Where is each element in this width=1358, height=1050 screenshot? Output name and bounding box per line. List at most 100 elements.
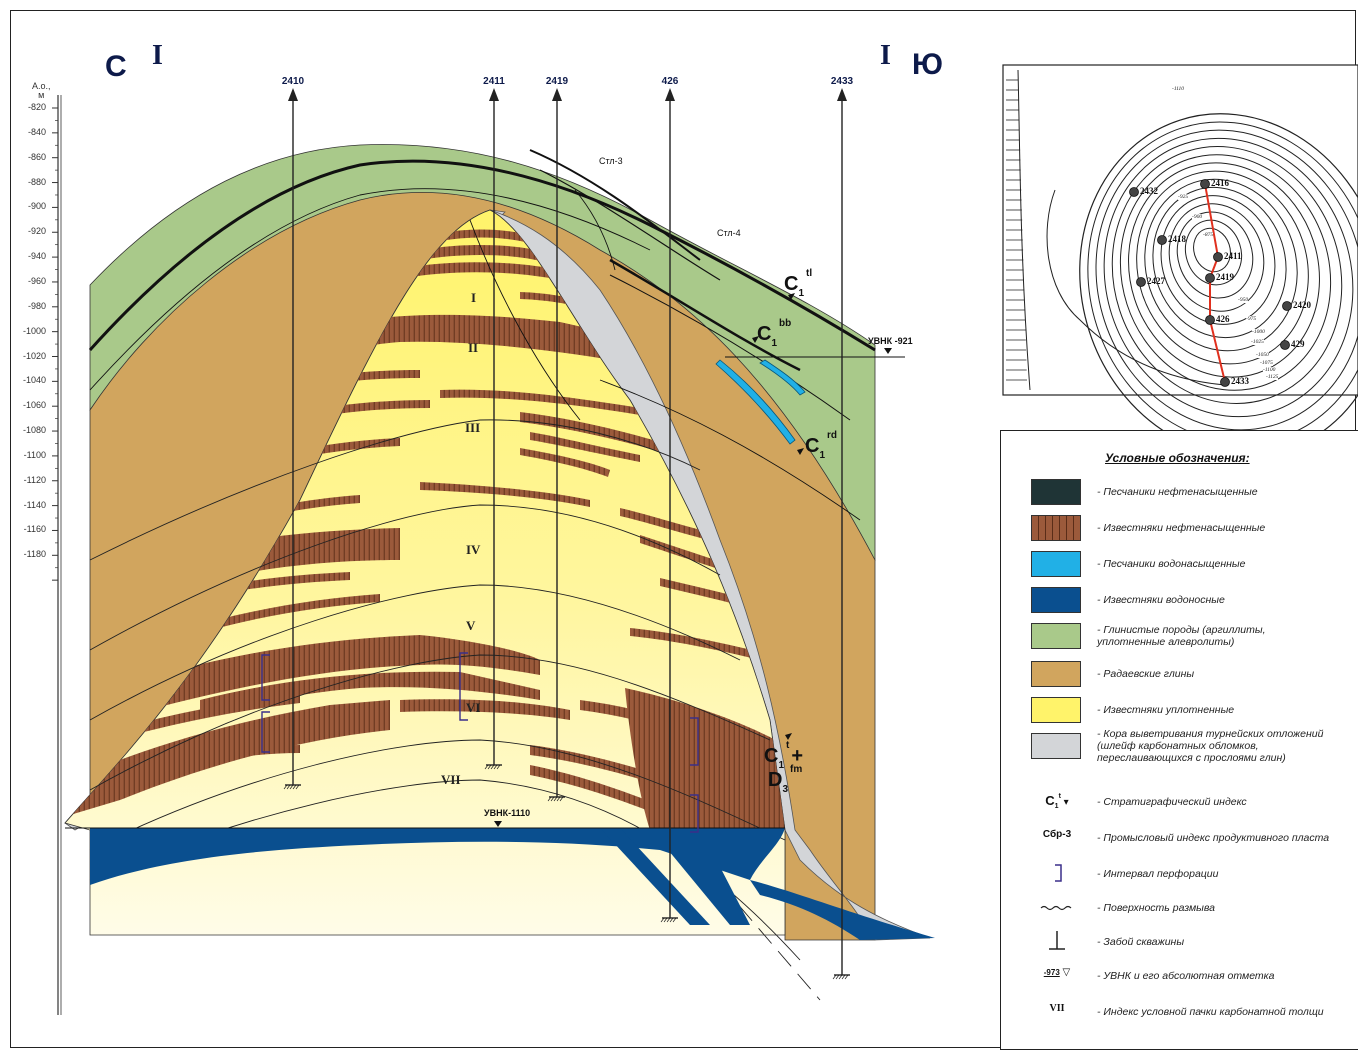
map-contour-label: -1050 <box>1256 352 1269 358</box>
legend-item: - Известняки уплотненные <box>1001 695 1358 725</box>
depth-tick-label: -1000 <box>22 325 46 336</box>
legend-swatch <box>1031 515 1081 541</box>
oil-limestone-lenses <box>70 229 785 830</box>
well-label: 2433 <box>830 76 854 87</box>
c1tl-index: C1tl <box>784 268 812 299</box>
legend-item: - Глинистые породы (аргиллиты, уплотненн… <box>1001 621 1358 651</box>
depth-tick-label: -1060 <box>22 400 46 411</box>
legend-swatch <box>1031 733 1081 759</box>
map-contour-label: -875 <box>1203 232 1214 238</box>
well-2411 <box>484 88 502 770</box>
map-well-2432 <box>1129 187 1139 197</box>
legend-label: - Радаевские глины <box>1097 668 1195 680</box>
c1tl-sub: 1 <box>798 288 805 299</box>
perforation-intervals <box>261 652 699 833</box>
map-contour-label: -1125 <box>1266 374 1279 380</box>
legend-item: - Поверхность размыва <box>1001 893 1358 923</box>
map-well-2420 <box>1282 301 1292 311</box>
pack-label: VI <box>466 700 481 715</box>
legend-glyph <box>1055 864 1062 882</box>
c1tl-base: C <box>784 273 799 295</box>
map-well-label: 2411 <box>1224 251 1242 261</box>
map-well-2416 <box>1200 179 1210 189</box>
legend-label: - Забой скважины <box>1097 936 1185 948</box>
section-right-label: Ю <box>912 48 943 81</box>
stl3-label: Стл-3 <box>599 156 623 166</box>
c1bb-sup: bb <box>779 318 792 329</box>
depth-axis <box>52 95 62 1015</box>
legend-item: Сбр-3 - Промысловый индекс продуктивного … <box>1001 823 1358 853</box>
pack-label: IV <box>466 542 481 557</box>
well-426 <box>660 88 678 923</box>
legend-swatch <box>1031 661 1081 687</box>
c1t-sup: t <box>786 740 790 751</box>
legend-label: - Песчаники нефтенасыщенные <box>1097 486 1258 498</box>
strat-arrows <box>752 293 804 740</box>
map-contour-label: -1000 <box>1252 329 1265 335</box>
legend-label: - Поверхность размыва <box>1097 902 1215 914</box>
depth-tick-label: -1120 <box>23 474 46 485</box>
c1t-index: C1t + <box>764 740 803 771</box>
c1bb-sub: 1 <box>771 338 778 349</box>
well-label: 2410 <box>281 76 305 87</box>
well-2410 <box>283 88 301 790</box>
depth-tick-label: -1180 <box>23 549 46 560</box>
map-contour-label: -925 <box>1178 194 1189 200</box>
c1rd-index: C1rd <box>805 430 837 461</box>
legend-glyph <box>1049 931 1065 950</box>
map-well-label: 2427 <box>1147 276 1165 286</box>
c1bb-base: C <box>757 323 772 345</box>
pack-label: I <box>471 290 477 305</box>
map-well-label: 2433 <box>1231 376 1249 386</box>
c1t-base: C <box>764 745 779 767</box>
pack-label: VII <box>441 772 461 787</box>
depth-tick-label: -980 <box>27 300 46 311</box>
legend-item: - Известняки водоносные <box>1001 585 1358 615</box>
section-roman-right: I <box>880 40 891 71</box>
depth-tick-label: -840 <box>27 126 46 137</box>
owc-upper-label: УВНК -921 <box>868 336 913 346</box>
map-contour-label: -1100 <box>1263 367 1276 373</box>
depth-tick-label: -1100 <box>23 449 46 460</box>
map-well-2419 <box>1205 273 1215 283</box>
legend-item: - Известняки нефтенасыщенные <box>1001 513 1358 543</box>
map-well-label: 2418 <box>1168 234 1186 244</box>
legend: Условные обозначения: - Песчаники нефтен… <box>1000 430 1358 1050</box>
depth-tick-label: -940 <box>27 251 46 262</box>
map-well-label: 2419 <box>1216 272 1234 282</box>
legend-symbol: Сбр-3 <box>1042 829 1072 840</box>
map-contour-label: -975 <box>1246 316 1257 322</box>
c1rd-sup: rd <box>827 430 838 441</box>
stl4-label: Стл-4 <box>717 228 741 238</box>
depth-tick-label: -900 <box>27 201 46 212</box>
well-label: 2411 <box>483 76 505 87</box>
legend-label: - УВНК и его абсолютная отметка <box>1097 970 1275 982</box>
c1t-plus: + <box>791 745 804 767</box>
legend-item: VII - Индекс условной пачки карбонатной т… <box>1001 997 1358 1027</box>
depth-tick-label: -960 <box>27 275 46 286</box>
depth-tick-label: -920 <box>27 226 46 237</box>
legend-swatch <box>1031 697 1081 723</box>
pack-label: II <box>468 340 479 355</box>
inset-map <box>1002 64 1358 457</box>
legend-symbol: -973 ▽ <box>1043 967 1071 978</box>
map-well-label: 2416 <box>1211 178 1229 188</box>
c1rd-base: C <box>805 435 820 457</box>
map-well-2418 <box>1157 235 1167 245</box>
map-well-429 <box>1280 340 1290 350</box>
well-label: 2419 <box>545 76 569 87</box>
legend-item: - Песчаники нефтенасыщенные <box>1001 477 1358 507</box>
legend-item: - Забой скважины <box>1001 927 1358 957</box>
c1tl-sup: tl <box>806 268 813 279</box>
c1bb-index: C1bb <box>757 318 791 349</box>
pack-label: V <box>466 618 476 633</box>
c1t-sub: 1 <box>778 760 785 771</box>
legend-item: - Песчаники водонасыщенные <box>1001 549 1358 579</box>
depth-tick-label: -1140 <box>23 499 46 510</box>
owc-lower-label: УВНК-1110 <box>484 808 531 818</box>
legend-label: - Песчаники водонасыщенные <box>1097 558 1246 570</box>
map-contour-label: -900 <box>1192 214 1203 220</box>
depth-tick-label: -880 <box>27 176 46 187</box>
depth-tick-label: -1080 <box>22 425 46 436</box>
legend-swatch <box>1031 479 1081 505</box>
